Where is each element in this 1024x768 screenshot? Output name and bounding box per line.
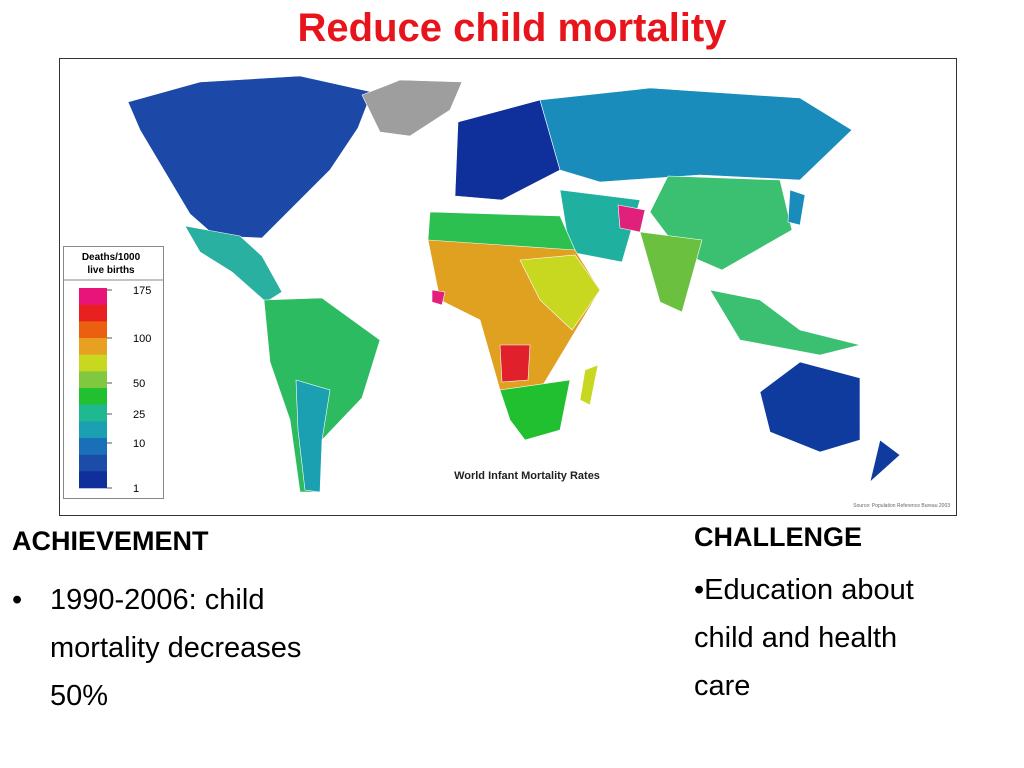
- legend-title: live births: [87, 265, 135, 276]
- continents: [127, 75, 901, 493]
- legend-swatch: [79, 471, 107, 489]
- legend-label: 10: [133, 438, 145, 450]
- achievement-item: 1990-2006: child mortality decreases 50%: [12, 576, 332, 720]
- legend-label: 175: [133, 285, 151, 297]
- central-america: [184, 225, 283, 303]
- achievement-list: 1990-2006: child mortality decreases 50%: [12, 576, 332, 720]
- legend: Deaths/1000 live births 175 100 50 25 10 1: [63, 246, 164, 499]
- north-america: [127, 75, 373, 239]
- achievement-heading: ACHIEVEMENT: [12, 526, 209, 556]
- japan: [787, 189, 806, 226]
- challenge-line: care: [694, 670, 751, 702]
- india: [639, 231, 703, 313]
- greenland: [361, 79, 463, 137]
- new-zealand: [869, 439, 901, 483]
- legend-label: 25: [133, 409, 145, 421]
- legend-label: 100: [133, 333, 151, 345]
- challenge-heading: CHALLENGE: [694, 522, 862, 552]
- slide-title: Reduce child mortality: [297, 6, 727, 50]
- challenge-line: •Education about: [694, 574, 914, 606]
- legend-swatch: [79, 454, 107, 472]
- legend-swatch: [79, 438, 107, 455]
- legend-title: Deaths/1000: [82, 252, 141, 263]
- challenge-text: •Education about child and health care: [694, 566, 1014, 710]
- russia: [539, 87, 853, 183]
- australia: [759, 361, 861, 453]
- map-source: Source: Population Reference Bureau 2003: [853, 503, 950, 509]
- legend-swatch: [79, 371, 107, 389]
- legend-swatch: [79, 304, 107, 322]
- world-map: Deaths/1000 live births 175 100 50 25 10 1 Wo…: [59, 58, 957, 516]
- europe: [454, 99, 561, 201]
- challenge-line: child and health: [694, 622, 898, 654]
- legend-swatch: [79, 354, 107, 372]
- legend-swatch: [79, 404, 107, 422]
- angola: [499, 344, 531, 383]
- legend-swatches: [79, 288, 107, 489]
- southern-cone: [295, 379, 331, 493]
- sierra-leone: [431, 289, 446, 306]
- east-africa: [519, 254, 601, 331]
- southeast-asia: [709, 289, 861, 356]
- southern-africa: [499, 379, 571, 441]
- legend-swatch: [79, 421, 107, 439]
- legend-swatch: [79, 321, 107, 339]
- legend-label: 1: [133, 483, 139, 495]
- legend-swatch: [79, 338, 107, 355]
- legend-swatch: [79, 288, 107, 305]
- madagascar: [579, 364, 599, 406]
- legend-swatch: [79, 388, 107, 405]
- legend-label: 50: [133, 378, 145, 390]
- legend-labels: 175 100 50 25 10 1: [107, 285, 151, 495]
- afghanistan: [617, 204, 646, 233]
- map-caption: World Infant Mortality Rates: [454, 470, 600, 482]
